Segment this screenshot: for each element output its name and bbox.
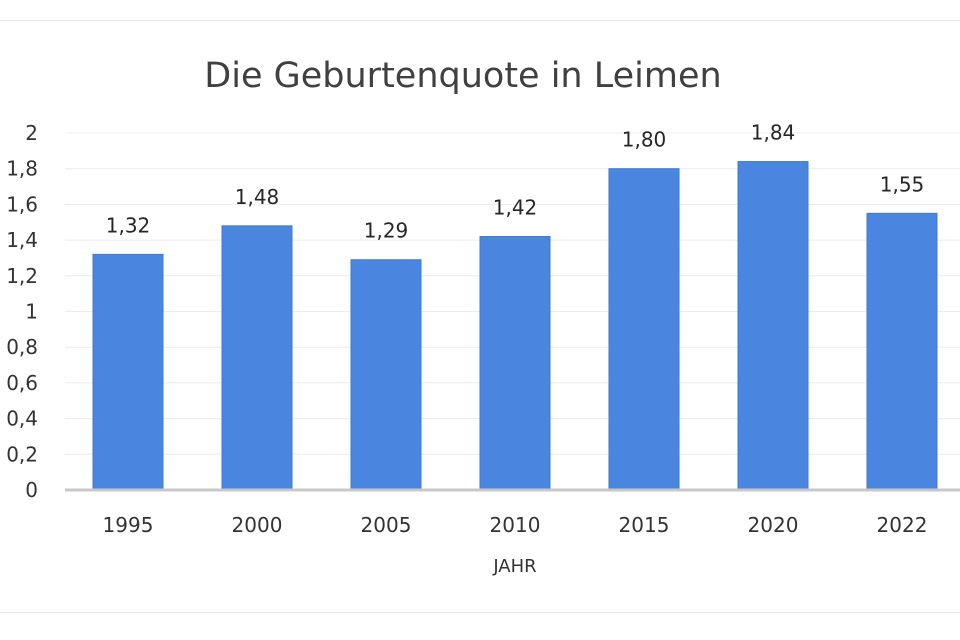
x-tick-label-2020: 2020: [748, 513, 799, 537]
y-tick-label: 0: [25, 478, 38, 502]
bar-2015: [608, 168, 680, 491]
y-tick-label: 1,2: [6, 264, 38, 288]
data-label-2015: 1,80: [622, 128, 667, 152]
x-tick-label-2000: 2000: [232, 513, 283, 537]
x-tick-label-1995: 1995: [103, 513, 154, 537]
y-tick-label: 2: [25, 121, 38, 145]
x-axis-ticks: 1995 2000 2005 2010 2015 2020 2022: [103, 513, 928, 537]
y-tick-label: 0,8: [6, 335, 38, 359]
data-label-2000: 1,48: [235, 185, 280, 209]
x-tick-label-2015: 2015: [619, 513, 670, 537]
y-tick-label: 0,4: [6, 407, 38, 431]
x-tick-label-2022: 2022: [877, 513, 928, 537]
bar-2020: [737, 161, 809, 491]
bar-2010: [479, 236, 551, 491]
y-tick-label: 0,2: [6, 442, 38, 466]
y-axis-ticks: 0 0,2 0,4 0,6 0,8 1 1,2 1,4 1,6 1,8 2: [6, 121, 38, 502]
data-label-2005: 1,29: [364, 219, 409, 243]
y-tick-label: 1,4: [6, 228, 38, 252]
y-tick-label: 1: [25, 300, 38, 324]
y-tick-label: 1,6: [6, 192, 38, 216]
data-labels: 1,32 1,48 1,29 1,42 1,80 1,84 1,55: [106, 121, 925, 243]
bar-2000: [221, 225, 293, 491]
chart-title: Die Geburtenquote in Leimen: [204, 56, 721, 96]
y-tick-label: 1,8: [6, 157, 38, 181]
x-tick-label-2010: 2010: [490, 513, 541, 537]
bars: [92, 161, 938, 491]
data-label-1995: 1,32: [106, 213, 151, 237]
bottom-border: [0, 612, 960, 613]
bar-2005: [350, 259, 422, 491]
data-label-2010: 1,42: [493, 196, 538, 220]
x-tick-label-2005: 2005: [361, 513, 412, 537]
bar-1995: [92, 253, 164, 491]
bar-2022: [866, 212, 938, 491]
data-label-2022: 1,55: [880, 172, 925, 196]
top-border: [0, 20, 960, 21]
y-tick-label: 0,6: [6, 371, 38, 395]
x-axis-title: JAHR: [492, 556, 536, 577]
data-label-2020: 1,84: [751, 121, 796, 145]
